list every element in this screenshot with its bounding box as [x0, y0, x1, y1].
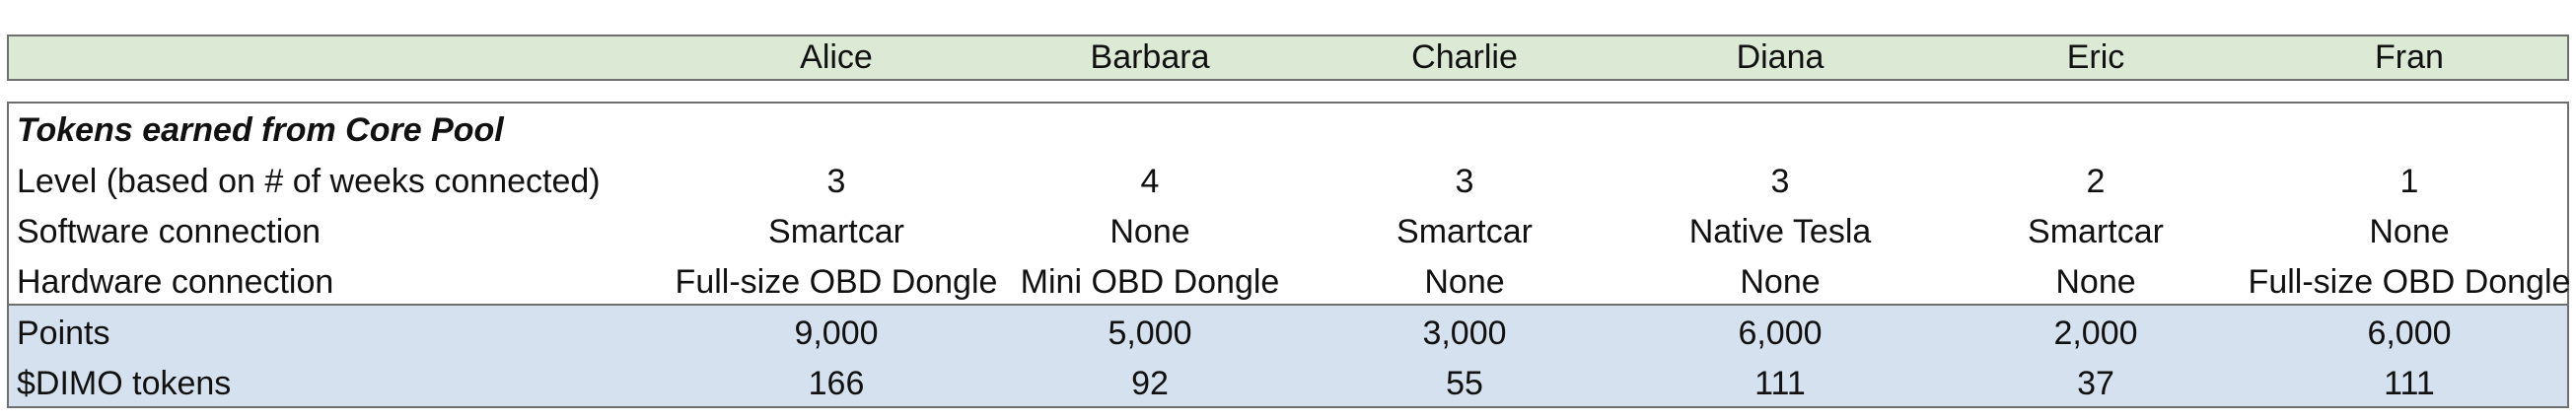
- table-cell: 3: [826, 163, 846, 200]
- column-header: Charlie: [1411, 38, 1518, 76]
- row-label: Hardware connection: [17, 263, 334, 301]
- table-cell: Full-size OBD Dongle: [675, 263, 998, 301]
- column-header: Diana: [1736, 38, 1825, 76]
- row-label: $DIMO tokens: [17, 365, 232, 402]
- table-cell: Native Tesla: [1688, 213, 1872, 250]
- table-cell: 37: [2077, 365, 2114, 402]
- table-cell: None: [1109, 213, 1190, 250]
- table-cell: 111: [1754, 365, 1806, 402]
- column-header: Fran: [2375, 38, 2444, 76]
- column-header: Barbara: [1090, 38, 1210, 76]
- table-cell: 3,000: [1422, 315, 1507, 352]
- table-cell: Smartcar: [1396, 213, 1533, 250]
- row-label: Software connection: [17, 213, 322, 250]
- column-header: Eric: [2066, 38, 2125, 76]
- table-cell: 2,000: [2053, 315, 2138, 352]
- table-cell: 3: [1770, 163, 1790, 200]
- table-cell: None: [1424, 263, 1505, 301]
- table-cell: Mini OBD Dongle: [1020, 263, 1280, 301]
- table-cell: 1: [2399, 163, 2419, 200]
- table-cell: 111: [2384, 365, 2435, 402]
- table-cell: 6,000: [2367, 315, 2452, 352]
- table-cell: 55: [1446, 365, 1483, 402]
- table-cell: 6,000: [1738, 315, 1823, 352]
- column-header: Alice: [800, 38, 873, 76]
- table-cell: 166: [808, 365, 865, 402]
- table-cell: 2: [2086, 163, 2106, 200]
- table-cell: 4: [1140, 163, 1160, 200]
- table-cell: None: [2055, 263, 2136, 301]
- table-cell: 3: [1455, 163, 1474, 200]
- table-cell: None: [1740, 263, 1821, 301]
- table-cell: 5,000: [1108, 315, 1192, 352]
- header-band: [7, 35, 2569, 81]
- row-label: Points: [17, 315, 110, 352]
- table-cell: Smartcar: [2028, 213, 2164, 250]
- table-cell: None: [2369, 213, 2450, 250]
- row-label: Level (based on # of weeks connected): [17, 163, 601, 200]
- section-title: Tokens earned from Core Pool: [17, 111, 504, 149]
- table-cell: Smartcar: [768, 213, 904, 250]
- table-cell: 9,000: [794, 315, 879, 352]
- table-block: [7, 102, 2569, 408]
- table-cell: 92: [1131, 365, 1169, 402]
- totals-band: [9, 304, 2567, 406]
- table-cell: Full-size OBD Dongle: [2248, 263, 2571, 301]
